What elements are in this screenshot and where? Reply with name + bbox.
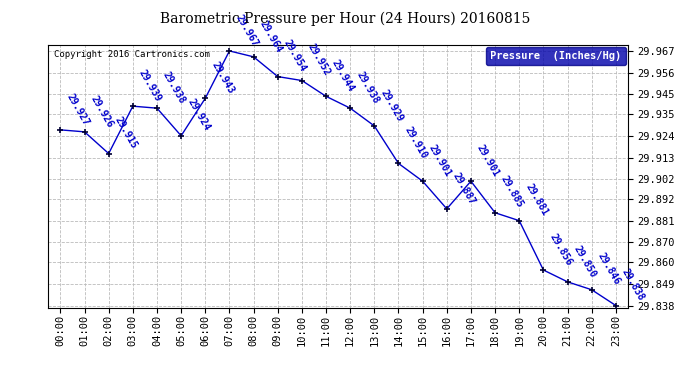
Text: 29.887: 29.887 bbox=[451, 171, 477, 206]
Text: 29.850: 29.850 bbox=[572, 243, 598, 279]
Text: 29.954: 29.954 bbox=[282, 38, 308, 74]
Text: 29.926: 29.926 bbox=[89, 93, 115, 129]
Text: 29.910: 29.910 bbox=[403, 125, 429, 160]
Text: 29.856: 29.856 bbox=[548, 232, 574, 267]
Text: 29.901: 29.901 bbox=[475, 143, 502, 178]
Text: 29.944: 29.944 bbox=[331, 58, 357, 93]
Text: Barometric Pressure per Hour (24 Hours) 20160815: Barometric Pressure per Hour (24 Hours) … bbox=[160, 11, 530, 26]
Text: 29.901: 29.901 bbox=[427, 143, 453, 178]
Text: 29.938: 29.938 bbox=[161, 70, 188, 105]
Text: 29.967: 29.967 bbox=[234, 13, 260, 48]
Text: 29.885: 29.885 bbox=[500, 174, 526, 210]
Text: 29.846: 29.846 bbox=[596, 251, 622, 287]
Legend: Pressure  (Inches/Hg): Pressure (Inches/Hg) bbox=[486, 47, 626, 65]
Text: 29.838: 29.838 bbox=[620, 267, 647, 303]
Text: 29.943: 29.943 bbox=[210, 60, 236, 96]
Text: 29.927: 29.927 bbox=[65, 92, 91, 127]
Text: 29.952: 29.952 bbox=[306, 42, 333, 78]
Text: 29.939: 29.939 bbox=[137, 68, 164, 104]
Text: 29.915: 29.915 bbox=[113, 115, 139, 151]
Text: 29.964: 29.964 bbox=[258, 18, 284, 54]
Text: 29.938: 29.938 bbox=[355, 70, 381, 105]
Text: 29.881: 29.881 bbox=[524, 182, 550, 218]
Text: 29.929: 29.929 bbox=[379, 88, 405, 123]
Text: Copyright 2016 Cartronics.com: Copyright 2016 Cartronics.com bbox=[54, 50, 210, 59]
Text: 29.924: 29.924 bbox=[186, 98, 212, 133]
